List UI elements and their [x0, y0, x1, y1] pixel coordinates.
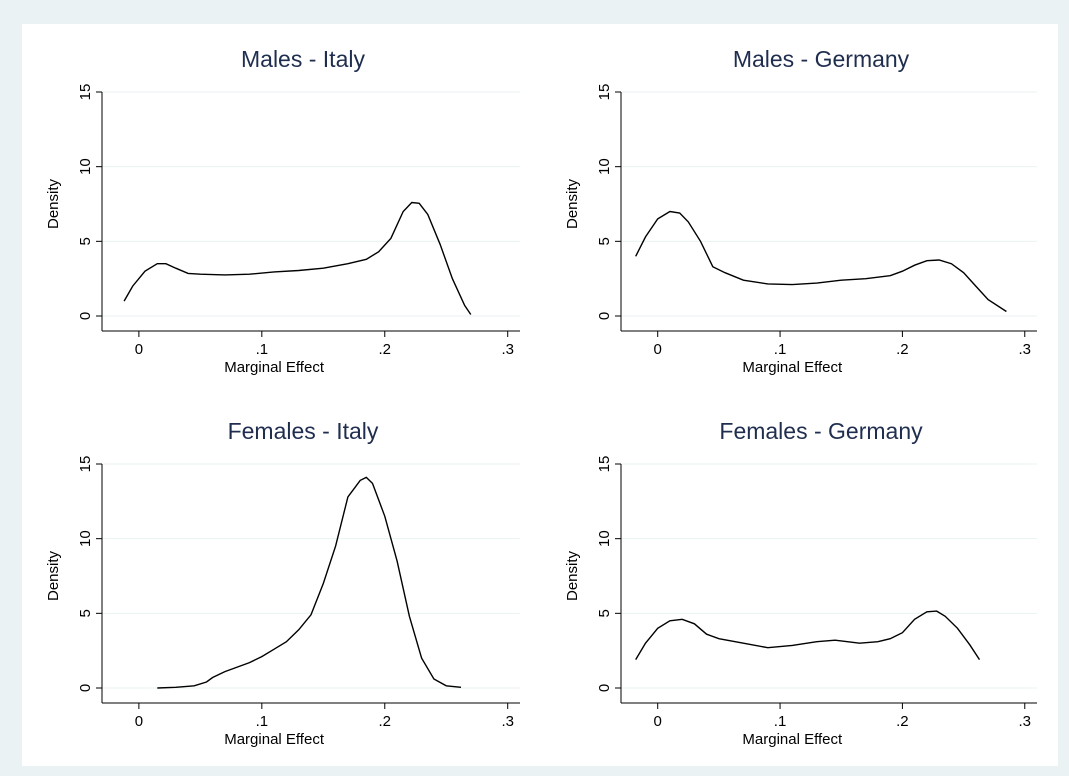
- x-axis-label: Marginal Effect: [742, 731, 843, 748]
- y-axis-label: Density: [564, 178, 581, 229]
- x-tick-label: .1: [774, 713, 787, 730]
- x-tick-label: .3: [1019, 713, 1032, 730]
- chart-title: Females - Italy: [228, 418, 379, 444]
- y-tick-label: 10: [596, 530, 613, 547]
- x-tick-label: 0: [135, 341, 143, 358]
- x-tick-label: 0: [654, 341, 662, 358]
- y-tick-label: 15: [596, 456, 613, 473]
- chart-panel-males-italy: Males - Italy 0 5 10 15 0 .1 .2 .3 Marginal Effec…: [22, 24, 541, 396]
- panel-background: [541, 24, 1058, 396]
- x-tick-label: .2: [379, 713, 392, 730]
- y-tick-label: 15: [77, 456, 94, 473]
- y-tick-label: 0: [596, 312, 613, 320]
- density-curve: [123, 201, 472, 315]
- y-tick-label: 0: [77, 312, 94, 320]
- x-tick-label: .3: [1019, 341, 1032, 358]
- panel-background: [541, 396, 1058, 766]
- chart-panel-males-germany: Males - Germany 0 5 10 15 0 .1 .2 .3 Marginal Eff…: [541, 24, 1058, 396]
- chart-panel-females-italy: Females - Italy 0 5 10 15 0 .1 .2 .3 Marginal Eff…: [22, 396, 541, 766]
- y-tick-label: 0: [596, 684, 613, 692]
- y-tick-label: 5: [77, 609, 94, 617]
- y-tick-label: 10: [77, 530, 94, 547]
- y-tick-label: 15: [596, 84, 613, 101]
- y-axis-label: Density: [45, 178, 62, 229]
- y-axis-label: Density: [564, 550, 581, 601]
- density-curve: [635, 610, 981, 660]
- x-tick-label: 0: [654, 713, 662, 730]
- x-axis-label: Marginal Effect: [742, 359, 843, 376]
- x-axis-label: Marginal Effect: [224, 731, 325, 748]
- x-tick-label: .1: [774, 341, 787, 358]
- x-tick-label: 0: [135, 713, 143, 730]
- density-curve: [157, 476, 462, 689]
- chart-title: Males - Italy: [241, 46, 365, 72]
- y-tick-label: 10: [596, 158, 613, 175]
- chart-title: Females - Germany: [719, 418, 923, 444]
- x-tick-label: .2: [379, 341, 392, 358]
- x-axis-label: Marginal Effect: [224, 359, 325, 376]
- x-tick-label: .2: [896, 713, 909, 730]
- y-tick-label: 10: [77, 158, 94, 175]
- y-tick-label: 5: [596, 609, 613, 617]
- chart-title: Males - Germany: [733, 46, 910, 72]
- x-tick-label: .3: [501, 713, 514, 730]
- y-tick-label: 5: [77, 237, 94, 245]
- density-curve: [635, 210, 1007, 313]
- x-tick-label: .3: [501, 341, 514, 358]
- x-tick-label: .2: [896, 341, 909, 358]
- y-tick-label: 5: [596, 237, 613, 245]
- x-tick-label: .1: [256, 341, 269, 358]
- x-tick-label: .1: [256, 713, 269, 730]
- panel-background: [22, 396, 541, 766]
- chart-panel-females-germany: Females - Germany 0 5 10 15 0 .1 .2 .3 Marginal E…: [541, 396, 1058, 766]
- y-tick-label: 0: [77, 684, 94, 692]
- y-axis-label: Density: [45, 550, 62, 601]
- panel-background: [22, 24, 541, 396]
- y-tick-label: 15: [77, 84, 94, 101]
